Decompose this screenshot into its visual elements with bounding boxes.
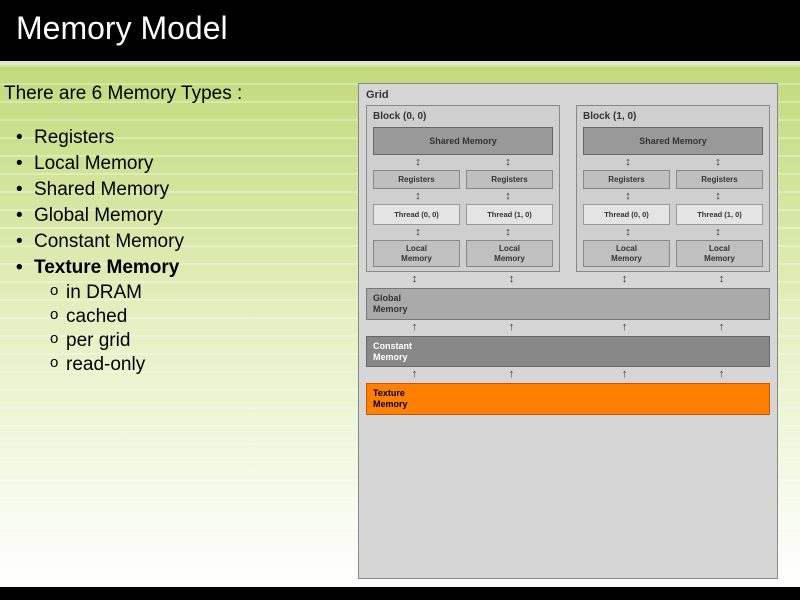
grid-label: Grid	[366, 89, 770, 101]
arrow-bidir-icon: ↕	[505, 157, 511, 168]
registers-box: Registers	[583, 170, 670, 189]
list-item: Global Memory	[4, 203, 350, 229]
arrow-bidir-icon: ↕	[505, 227, 511, 238]
local-memory-box: LocalMemory	[676, 240, 763, 267]
arrows-regs-threads: ↕ ↕	[373, 189, 553, 204]
registers-row: Registers Registers	[583, 170, 763, 189]
arrow-up-icon: ↑	[622, 322, 628, 333]
global-memory-box: GlobalMemory	[366, 288, 770, 320]
texture-memory-box: TextureMemory	[366, 383, 770, 415]
arrow-up-icon: ↑	[509, 322, 515, 333]
threads-row: Thread (0, 0) Thread (1, 0)	[373, 204, 553, 225]
arrow-bidir-icon: ↕	[625, 157, 631, 168]
arrow-bidir-icon: ↕	[625, 191, 631, 202]
arrow-bidir-icon: ↕	[715, 157, 721, 168]
local-memory-box: LocalMemory	[466, 240, 553, 267]
list-item: Texture Memory	[4, 255, 350, 281]
arrows-grid-constant: ↑ ↑ ↑ ↑	[366, 322, 770, 333]
registers-box: Registers	[373, 170, 460, 189]
arrow-up-icon: ↑	[719, 369, 725, 380]
slide-title: Memory Model	[0, 0, 800, 61]
arrow-up-icon: ↑	[412, 369, 418, 380]
arrow-bidir-icon: ↕	[415, 157, 421, 168]
shared-memory-box: Shared Memory	[583, 127, 763, 155]
local-memory-row: LocalMemory LocalMemory	[583, 240, 763, 267]
block-1: Block (1, 0) Shared Memory ↕ ↕ Registers…	[576, 105, 770, 272]
sub-item: read-only	[50, 353, 350, 377]
block-0: Block (0, 0) Shared Memory ↕ ↕ Registers…	[366, 105, 560, 272]
arrows-grid-texture: ↑ ↑ ↑ ↑	[366, 369, 770, 380]
slide-body: There are 6 Memory Types : Registers Loc…	[0, 65, 800, 587]
arrow-bidir-icon: ↕	[622, 274, 628, 285]
shared-memory-box: Shared Memory	[373, 127, 553, 155]
thread-box: Thread (1, 0)	[676, 204, 763, 225]
memory-types-list: Registers Local Memory Shared Memory Glo…	[4, 125, 350, 281]
local-memory-row: LocalMemory LocalMemory	[373, 240, 553, 267]
arrow-bidir-icon: ↕	[415, 227, 421, 238]
thread-box: Thread (0, 0)	[373, 204, 460, 225]
arrows-regs-threads: ↕ ↕	[583, 189, 763, 204]
arrow-bidir-icon: ↕	[412, 274, 418, 285]
block-title: Block (1, 0)	[583, 111, 763, 122]
arrows-shared-regs: ↕ ↕	[373, 155, 553, 170]
registers-box: Registers	[676, 170, 763, 189]
list-item: Registers	[4, 125, 350, 151]
list-item: Constant Memory	[4, 229, 350, 255]
arrow-up-icon: ↑	[622, 369, 628, 380]
registers-row: Registers Registers	[373, 170, 553, 189]
arrow-bidir-icon: ↕	[715, 191, 721, 202]
arrows-shared-regs: ↕ ↕	[583, 155, 763, 170]
registers-box: Registers	[466, 170, 553, 189]
threads-row: Thread (0, 0) Thread (1, 0)	[583, 204, 763, 225]
arrow-up-icon: ↑	[719, 322, 725, 333]
intro-text: There are 6 Memory Types :	[4, 83, 350, 105]
list-item: Shared Memory	[4, 177, 350, 203]
constant-memory-box: ConstantMemory	[366, 336, 770, 368]
arrow-bidir-icon: ↕	[625, 227, 631, 238]
arrows-grid-global: ↕ ↕ ↕ ↕	[366, 274, 770, 285]
texture-sublist: in DRAM cached per grid read-only	[4, 281, 350, 377]
arrow-bidir-icon: ↕	[505, 191, 511, 202]
text-panel: There are 6 Memory Types : Registers Loc…	[0, 83, 350, 579]
blocks-row: Block (0, 0) Shared Memory ↕ ↕ Registers…	[366, 105, 770, 272]
list-item: Local Memory	[4, 151, 350, 177]
arrow-bidir-icon: ↕	[715, 227, 721, 238]
memory-diagram: Grid Block (0, 0) Shared Memory ↕ ↕ Regi…	[358, 83, 778, 579]
arrow-up-icon: ↑	[509, 369, 515, 380]
arrow-bidir-icon: ↕	[415, 191, 421, 202]
arrows-threads-local: ↕ ↕	[373, 225, 553, 240]
sub-item: cached	[50, 305, 350, 329]
sub-item: in DRAM	[50, 281, 350, 305]
thread-box: Thread (1, 0)	[466, 204, 553, 225]
local-memory-box: LocalMemory	[373, 240, 460, 267]
arrows-threads-local: ↕ ↕	[583, 225, 763, 240]
local-memory-box: LocalMemory	[583, 240, 670, 267]
sub-item: per grid	[50, 329, 350, 353]
block-title: Block (0, 0)	[373, 111, 553, 122]
arrow-bidir-icon: ↕	[719, 274, 725, 285]
arrow-up-icon: ↑	[412, 322, 418, 333]
arrow-bidir-icon: ↕	[509, 274, 515, 285]
thread-box: Thread (0, 0)	[583, 204, 670, 225]
